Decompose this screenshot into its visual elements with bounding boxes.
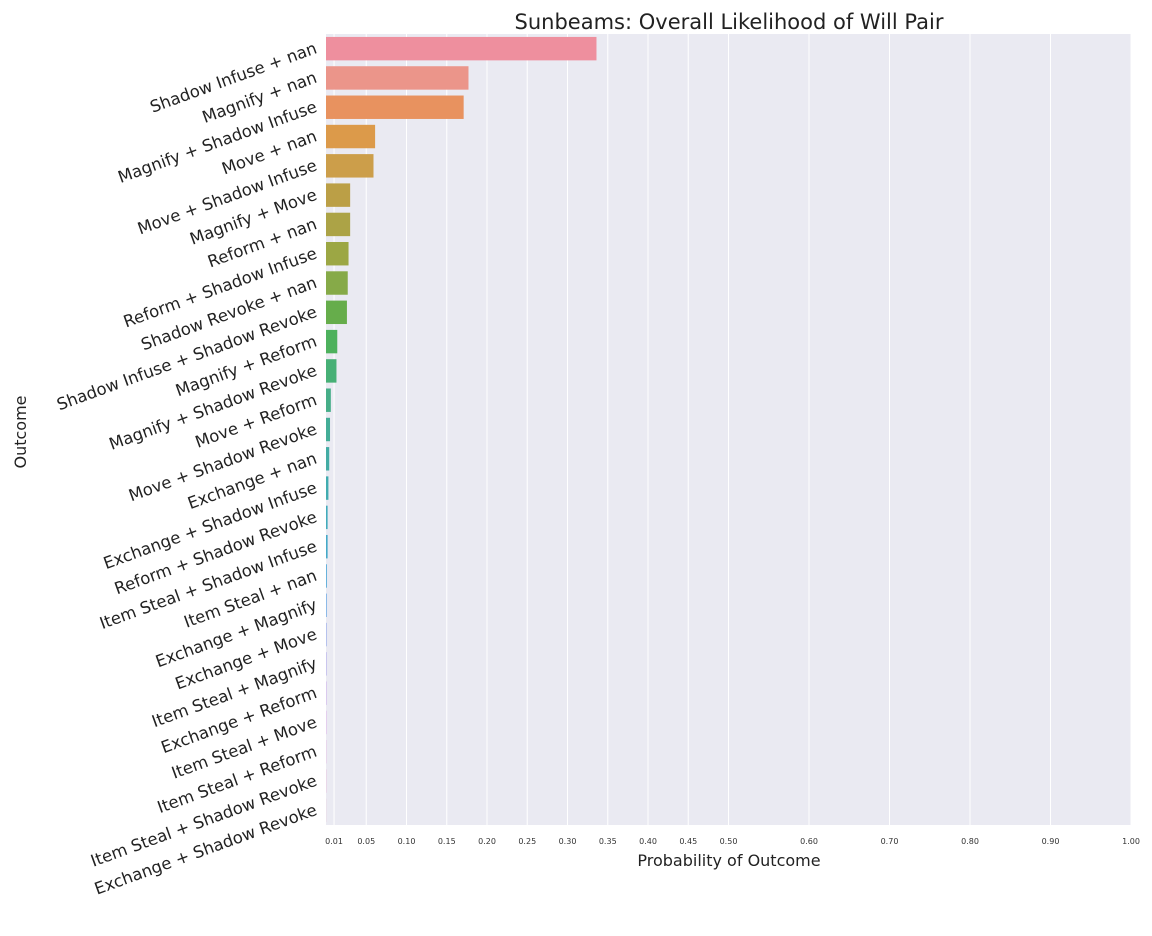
- bar: [326, 534, 328, 559]
- bar: [326, 154, 374, 178]
- bar: [326, 476, 329, 500]
- chart-title: Sunbeams: Overall Likelihood of Will Pai…: [515, 10, 944, 34]
- bar: [326, 124, 376, 149]
- bar: [326, 271, 348, 295]
- bar: [326, 417, 331, 442]
- x-tick-label: 0.60: [800, 837, 818, 846]
- bar: [326, 66, 469, 90]
- bar: [326, 36, 597, 61]
- bar: [326, 242, 349, 266]
- x-tick-label: 0.70: [881, 837, 899, 846]
- x-tick-label: 0.50: [720, 837, 738, 846]
- x-tick-label: 0.20: [478, 837, 496, 846]
- bar: [326, 447, 330, 471]
- x-tick-label: 0.30: [559, 837, 577, 846]
- x-tick-label: 0.90: [1042, 837, 1060, 846]
- bar: [326, 593, 327, 617]
- bar: [326, 300, 347, 325]
- x-tick-label: 1.00: [1122, 837, 1140, 846]
- x-tick-label: 0.10: [398, 837, 416, 846]
- x-tick-label: 0.01: [325, 837, 343, 846]
- bar: [326, 505, 328, 530]
- bar: [326, 564, 327, 588]
- bar: [326, 95, 464, 119]
- x-tick-label: 0.15: [438, 837, 456, 846]
- bars: [326, 36, 597, 823]
- x-tick-label: 0.05: [357, 837, 375, 846]
- x-tick-label: 0.25: [518, 837, 536, 846]
- gridlines: [333, 34, 1132, 825]
- bar: [326, 329, 338, 354]
- bar: [326, 388, 331, 412]
- bar: [326, 212, 351, 237]
- x-tick-label: 0.40: [639, 837, 657, 846]
- x-tick-label: 0.80: [961, 837, 979, 846]
- bar: [326, 359, 337, 383]
- x-tick-label: 0.35: [599, 837, 617, 846]
- y-axis-label: Outcome: [11, 395, 30, 468]
- x-tick-labels: 0.01 0.05 0.10 0.15 0.20 0.25 0.30 0.35 0.40 0.45…: [325, 837, 1140, 846]
- bar: [326, 183, 351, 207]
- x-tick-label: 0.45: [679, 837, 697, 846]
- x-axis-label: Probability of Outcome: [637, 851, 820, 870]
